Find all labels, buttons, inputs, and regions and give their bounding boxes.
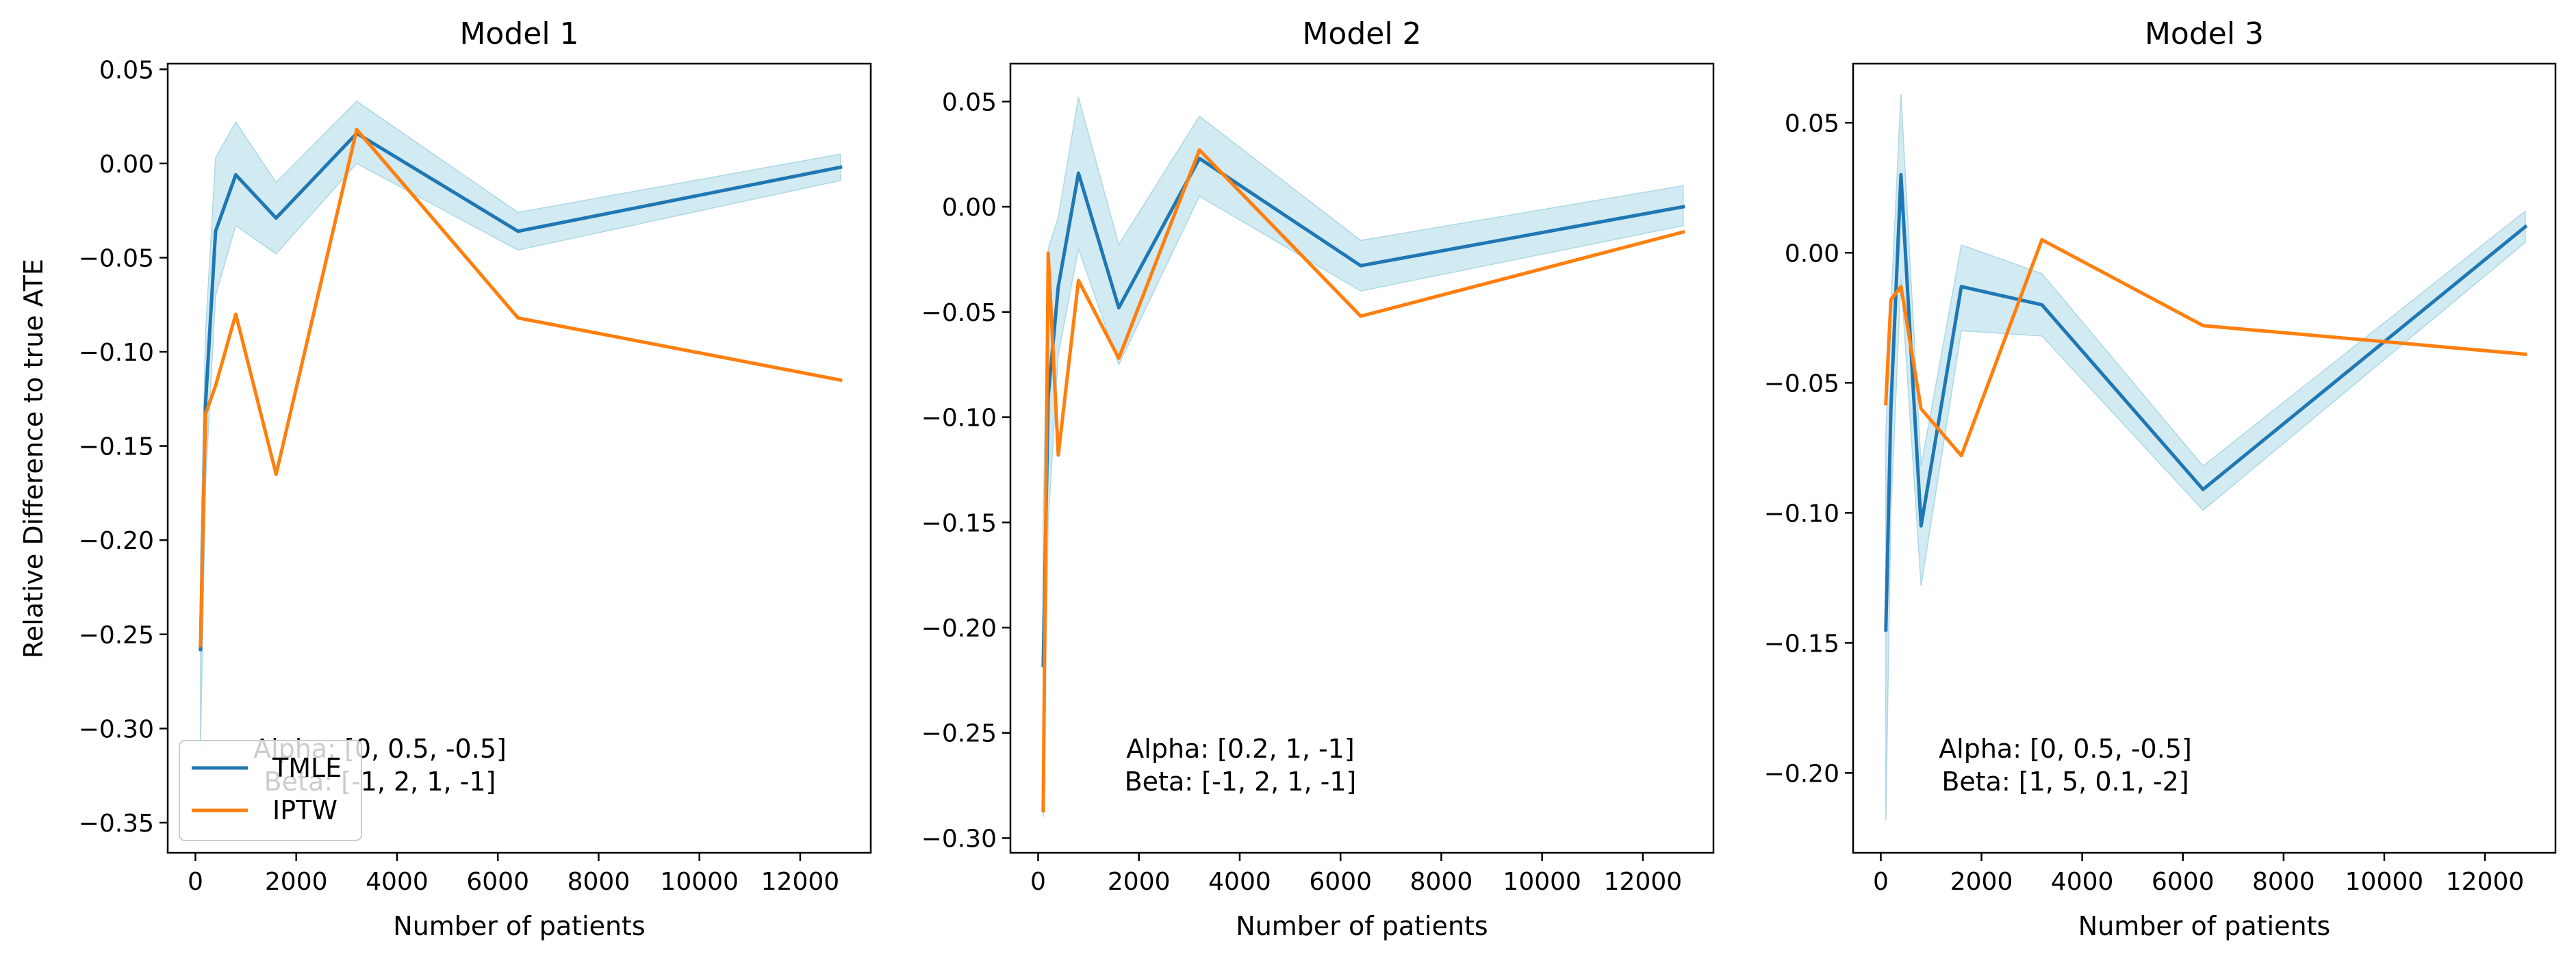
y-tick-label: −0.15	[921, 509, 997, 537]
y-tick-label: 0.00	[942, 194, 997, 222]
y-tick-label: −0.35	[79, 810, 154, 838]
y-tick-label: −0.25	[79, 621, 154, 650]
chart-panel-2: 0 2000 4000 6000 8000 10000 12000 −0.30 −0.25 −0.…	[921, 16, 1715, 941]
alpha-annotation: Alpha: [0, 0.5, -0.5]	[1939, 734, 2192, 764]
x-tick-label: 6000	[1309, 868, 1372, 896]
alpha-annotation: Alpha: [0.2, 1, -1]	[1126, 734, 1354, 764]
axes-frame	[166, 62, 872, 854]
x-tick-label: 10000	[1503, 868, 1581, 896]
y-tick-label: −0.10	[1764, 500, 1839, 528]
x-axis-label: Number of patients	[2078, 911, 2330, 941]
x-tick-label: 8000	[1410, 868, 1473, 896]
legend-label-tmle: TMLE	[272, 753, 342, 783]
chart-panel-3: 0 2000 4000 6000 8000 10000 12000 −0.20 −0.15 −0.…	[1764, 16, 2557, 941]
x-axis-label: Number of patients	[1236, 911, 1488, 941]
y-axis-label: Relative Difference to true ATE	[18, 259, 49, 658]
y-tick-label: −0.10	[921, 405, 997, 433]
y-tick-label: 0.05	[99, 56, 154, 84]
iptw-line	[1884, 237, 2527, 458]
y-tick-label: −0.05	[79, 244, 154, 272]
x-tick-label: 2000	[265, 868, 328, 896]
y-tick-label: −0.20	[1764, 760, 1839, 788]
y-tick-label: −0.25	[921, 720, 997, 748]
tmle-line	[1041, 156, 1685, 667]
tmle-confidence-band	[1043, 97, 1684, 817]
y-tick-label: −0.05	[1764, 370, 1839, 398]
x-tick-label: 4000	[2051, 868, 2114, 896]
y-tick-label: −0.05	[921, 299, 997, 327]
x-tick-label: 4000	[366, 868, 429, 896]
iptw-line	[1041, 148, 1685, 813]
chart-title: Model 1	[459, 16, 578, 51]
x-tick-label: 0	[1030, 868, 1046, 896]
x-tick-label: 2000	[1108, 868, 1171, 896]
beta-annotation: Beta: [1, 5, 0.1, -2]	[1941, 767, 2189, 797]
x-tick-label: 12000	[1604, 868, 1683, 896]
legend-label-iptw: IPTW	[272, 795, 337, 825]
iptw-line	[199, 127, 843, 647]
y-tick-label: −0.20	[79, 527, 154, 555]
x-tick-label: 8000	[2252, 868, 2315, 896]
y-tick-label: −0.15	[79, 433, 154, 461]
x-tick-label: 6000	[2152, 868, 2215, 896]
x-tick-label: 12000	[761, 868, 840, 896]
y-tick-label: −0.15	[1764, 630, 1839, 658]
legend-box	[179, 740, 362, 841]
x-tick-label: 12000	[2446, 868, 2525, 896]
y-tick-label: −0.20	[921, 615, 997, 643]
x-tick-label: 8000	[568, 868, 630, 896]
y-tick-label: 0.00	[1785, 240, 1839, 268]
y-tick-label: −0.30	[921, 825, 997, 853]
beta-annotation: Beta: [-1, 2, 1, -1]	[1125, 767, 1357, 797]
x-tick-label: 10000	[660, 868, 739, 896]
axes-frame	[1009, 62, 1715, 854]
x-tick-label: 6000	[466, 868, 529, 896]
y-tick-label: −0.10	[79, 339, 154, 367]
x-tick-label: 2000	[1950, 868, 2013, 896]
y-tick-label: −0.30	[79, 715, 154, 743]
axes-frame	[1852, 62, 2557, 854]
y-tick-label: 0.05	[942, 88, 997, 116]
chart-title: Model 3	[2145, 16, 2264, 51]
tmle-line	[1884, 172, 2528, 632]
x-tick-label: 0	[1873, 868, 1889, 896]
x-axis-label: Number of patients	[393, 911, 645, 941]
tmle-line	[199, 131, 843, 652]
chart-title: Model 2	[1302, 16, 1421, 51]
x-tick-label: 0	[188, 868, 203, 896]
x-tick-label: 10000	[2345, 868, 2424, 896]
y-tick-label: 0.00	[99, 151, 154, 179]
x-tick-label: 4000	[1208, 868, 1271, 896]
y-tick-label: 0.05	[1785, 110, 1839, 138]
tmle-confidence-band	[1885, 94, 2526, 820]
legend: TMLE IPTW	[179, 740, 362, 841]
